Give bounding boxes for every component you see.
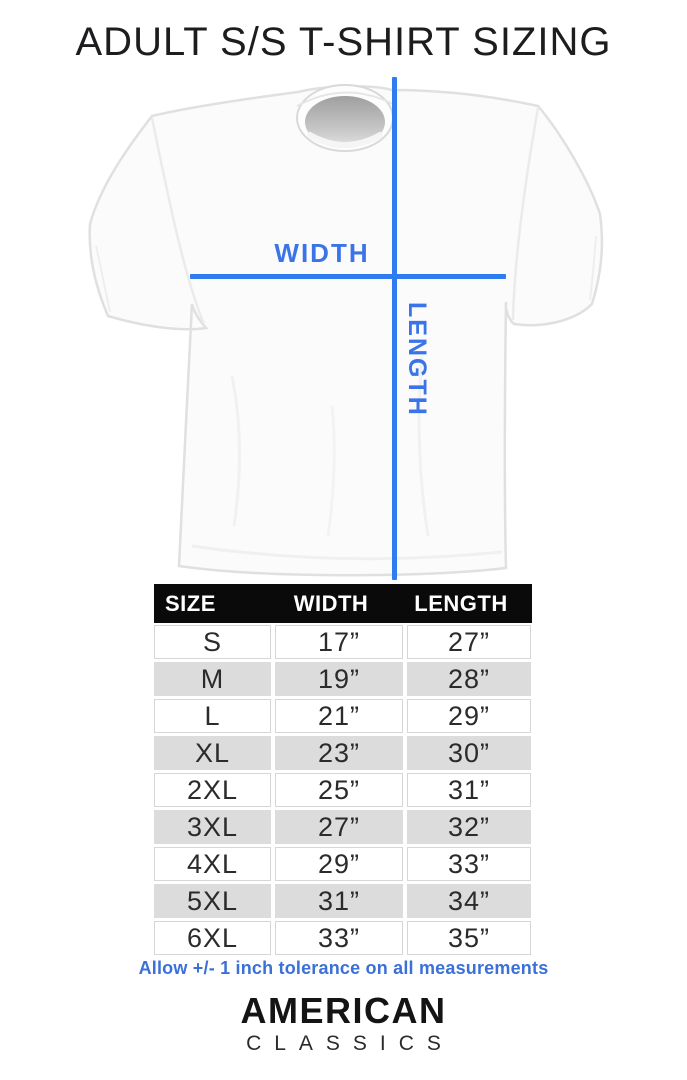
width-cell: 23” [275,736,403,770]
size-cell: 6XL [154,921,271,955]
length-cell: 33” [407,847,531,881]
length-cell: 28” [407,662,531,696]
brand-subname: CLASSICS [246,1032,454,1055]
size-cell: 5XL [154,884,271,918]
page-title: ADULT S/S T-SHIRT SIZING [75,20,612,64]
width-cell: 29” [275,847,403,881]
length-cell: 35” [407,921,531,955]
size-table-body: S 17” 27” M 19” 28” L 21” 29” XL 23” 30”… [154,625,532,955]
size-cell: S [154,625,271,659]
brand-logo: AMERICAN CLASSICS [0,992,687,1056]
length-label: LENGTH [403,302,431,417]
width-cell: 25” [275,773,403,807]
size-cell: 3XL [154,810,271,844]
size-cell: L [154,699,271,733]
length-cell: 30” [407,736,531,770]
width-measure-line [190,274,506,279]
width-cell: 21” [275,699,403,733]
width-cell: 27” [275,810,403,844]
size-cell: XL [154,736,271,770]
width-cell: 17” [275,625,403,659]
width-cell: 33” [275,921,403,955]
width-cell: 31” [275,884,403,918]
brand-name: AMERICAN [240,990,447,1031]
tshirt-image [88,84,604,577]
header-size: SIZE [165,590,216,616]
length-cell: 31” [407,773,531,807]
length-cell: 32” [407,810,531,844]
shirt-measurement-diagram: WIDTH LENGTH [88,77,604,580]
length-measure-line [392,77,397,580]
size-table-header: SIZE WIDTH LENGTH [154,584,532,623]
width-label: WIDTH [274,238,370,268]
size-cell: M [154,662,271,696]
length-cell: 27” [407,625,531,659]
header-width: WIDTH [293,590,369,616]
width-cell: 19” [275,662,403,696]
size-cell: 2XL [154,773,271,807]
header-length: LENGTH [414,590,508,616]
length-cell: 29” [407,699,531,733]
size-table: SIZE WIDTH LENGTH S 17” 27” M 19” 28” L … [154,584,532,955]
size-cell: 4XL [154,847,271,881]
length-cell: 34” [407,884,531,918]
tolerance-note: Allow +/- 1 inch tolerance on all measur… [138,958,549,978]
